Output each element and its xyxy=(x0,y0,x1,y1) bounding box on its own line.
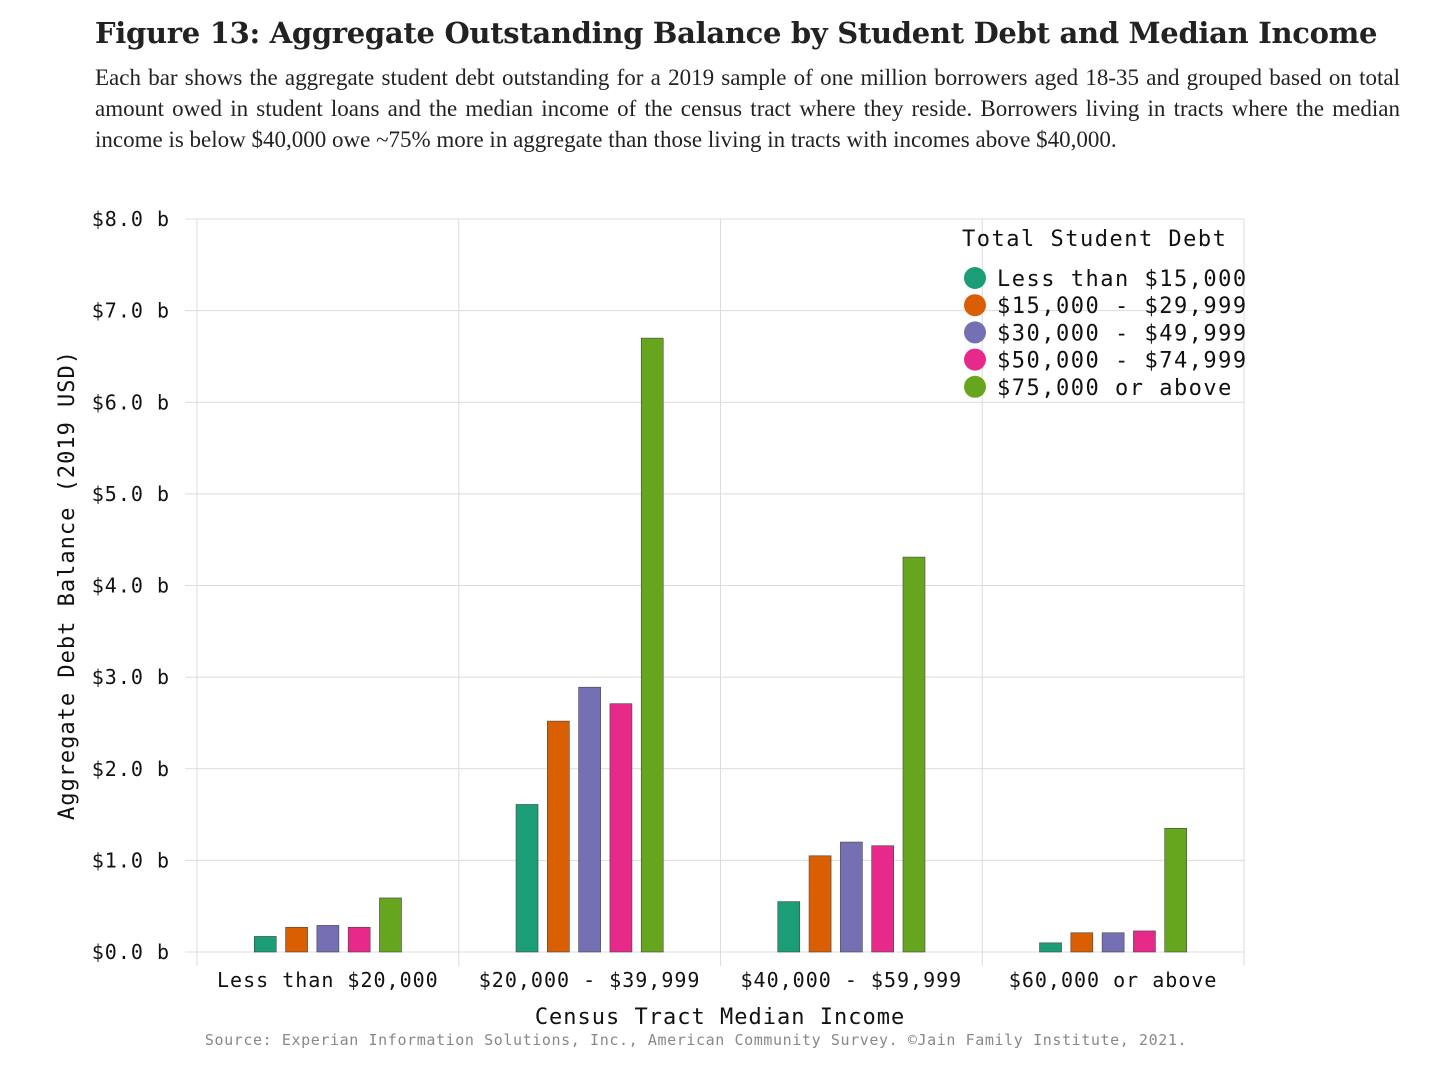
bar xyxy=(1133,930,1156,953)
legend-swatch xyxy=(964,321,986,344)
bar xyxy=(379,897,402,953)
legend-label: $15,000 - $29,999 xyxy=(997,294,1248,319)
y-tick-label: $6.0 b xyxy=(92,390,170,414)
y-tick-label: $0.0 b xyxy=(92,940,170,964)
y-tick-label: $3.0 b xyxy=(92,665,170,689)
y-axis-ticks: $0.0 b $1.0 b $2.0 b $3.0 b $4.0 b $5.0 b $6.0… xyxy=(92,207,170,964)
source-note: Source: Experian Information Solutions, … xyxy=(205,1031,1187,1049)
legend-swatch xyxy=(964,375,986,398)
y-tick-label: $5.0 b xyxy=(92,482,170,506)
bar xyxy=(1039,942,1062,953)
y-axis-label: Aggregate Debt Balance (2019 USD) xyxy=(55,350,80,820)
bar xyxy=(609,703,633,953)
legend-title: Total Student Debt xyxy=(962,227,1227,252)
bar xyxy=(347,926,371,953)
bar xyxy=(777,901,801,953)
x-tick-label: $40,000 - $59,999 xyxy=(741,968,963,992)
x-axis-ticks: Less than $20,000 $20,000 - $39,999 $40,00… xyxy=(217,968,1218,992)
bar xyxy=(515,804,539,953)
bar xyxy=(253,936,277,953)
y-tick-label: $2.0 b xyxy=(92,757,170,781)
legend-label: $50,000 - $74,999 xyxy=(997,349,1248,374)
legend-swatch xyxy=(964,294,986,317)
bar xyxy=(1164,828,1188,953)
x-axis-label: Census Tract Median Income xyxy=(535,1005,905,1030)
y-tick-label: $1.0 b xyxy=(92,848,170,872)
bar xyxy=(871,845,894,953)
x-tick-label: $20,000 - $39,999 xyxy=(479,968,701,992)
bars xyxy=(253,337,1188,953)
bar xyxy=(902,556,926,953)
bar xyxy=(547,720,570,953)
y-tick-label: $7.0 b xyxy=(92,299,170,323)
y-tick-label: $8.0 b xyxy=(92,207,170,231)
bar xyxy=(578,686,601,953)
x-tick-label: Less than $20,000 xyxy=(217,968,439,992)
bar xyxy=(640,337,664,953)
grid-lines xyxy=(185,218,1245,966)
legend-swatch xyxy=(964,267,986,289)
legend-swatch xyxy=(964,348,986,371)
bar xyxy=(1070,932,1094,953)
legend-label: Less than $15,000 xyxy=(997,267,1248,292)
y-tick-label: $4.0 b xyxy=(92,574,170,598)
bar xyxy=(808,855,832,953)
legend-label: $75,000 or above xyxy=(997,376,1233,401)
figure-title: Figure 13: Aggregate Outstanding Balance… xyxy=(95,16,1378,50)
bar xyxy=(840,841,863,953)
bar xyxy=(1101,932,1125,953)
x-tick-label: $60,000 or above xyxy=(1009,968,1218,992)
legend-label: $30,000 - $49,999 xyxy=(997,321,1248,346)
legend: Total Student Debt Less than $15,000$15,… xyxy=(962,227,1248,401)
bar xyxy=(285,926,308,953)
figure-subtitle: Each bar shows the aggregate student deb… xyxy=(95,65,1400,152)
bar xyxy=(316,925,340,953)
